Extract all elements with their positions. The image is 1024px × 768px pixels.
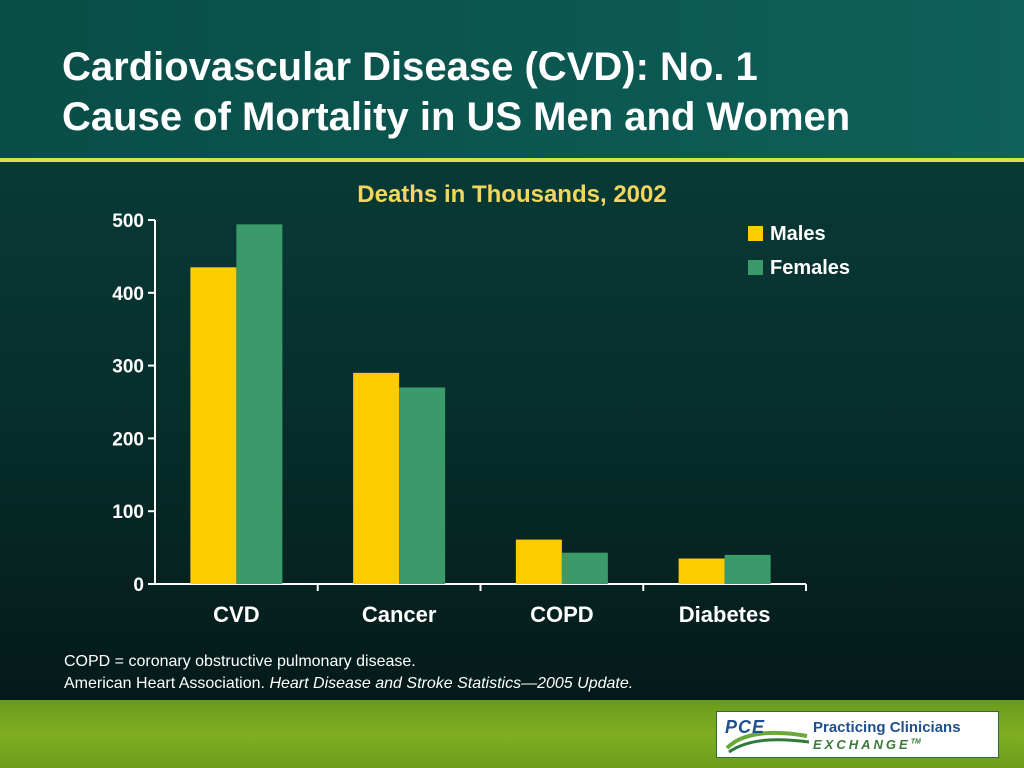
bar-chart: 0 100 200 300 400 500 CVD Cancer COPD Diabetes Mal…	[112, 211, 850, 627]
bar-cvd-males	[190, 267, 237, 584]
y-tick-label: 200	[112, 429, 144, 450]
y-tick-label: 100	[112, 502, 144, 523]
category-label: CVD	[213, 602, 259, 627]
slide-title-line2: Cause of Mortality in US Men and Women	[62, 95, 851, 139]
logo-abbreviation: PCE	[725, 717, 766, 737]
bar-diabetes-females	[724, 554, 771, 584]
bar-cancer-females	[399, 387, 446, 584]
legend-swatch-females	[748, 260, 763, 275]
citation-source: American Heart Association.	[64, 675, 265, 692]
slide-title: Cardiovascular Disease (CVD): No. 1 Caus…	[62, 42, 962, 142]
slide-header: Cardiovascular Disease (CVD): No. 1 Caus…	[0, 0, 1024, 158]
footnote-abbreviation: COPD = coronary obstructive pulmonary di…	[64, 653, 416, 670]
logo-exchange: EXCHANGE	[813, 737, 911, 752]
citation-title: Heart Disease and Stroke Statistics—2005…	[269, 675, 634, 692]
bar-cvd-females	[236, 224, 283, 585]
swoosh-icon	[725, 730, 810, 754]
category-label: Diabetes	[679, 602, 771, 627]
legend-label-females: Females	[770, 257, 850, 279]
logo-name-line2: EXCHANGETM	[813, 737, 921, 752]
y-tick-label: 400	[112, 284, 144, 305]
y-tick-label: 500	[112, 211, 144, 232]
footnote: COPD = coronary obstructive pulmonary di…	[64, 651, 964, 695]
category-label: COPD	[530, 602, 594, 627]
legend-label-males: Males	[770, 223, 826, 245]
bar-cancer-males	[353, 372, 400, 584]
logo-name-line1: Practicing Clinicians	[813, 719, 961, 736]
chart-title: Deaths in Thousands, 2002	[357, 181, 667, 208]
y-tick-label: 300	[112, 357, 144, 378]
footnote-citation: American Heart Association. Heart Diseas…	[64, 673, 964, 695]
legend-swatch-males	[748, 226, 763, 241]
bar-copd-males	[515, 539, 562, 584]
category-label: Cancer	[362, 602, 437, 627]
bar-copd-females	[561, 552, 608, 584]
slide-title-line1: Cardiovascular Disease (CVD): No. 1	[62, 45, 758, 89]
bar-diabetes-males	[678, 558, 725, 584]
pce-logo: PCE Practicing Clinicians EXCHANGETM	[716, 711, 999, 758]
y-tick-label: 0	[133, 575, 144, 596]
logo-trademark: TM	[910, 738, 921, 746]
header-divider	[0, 158, 1024, 162]
